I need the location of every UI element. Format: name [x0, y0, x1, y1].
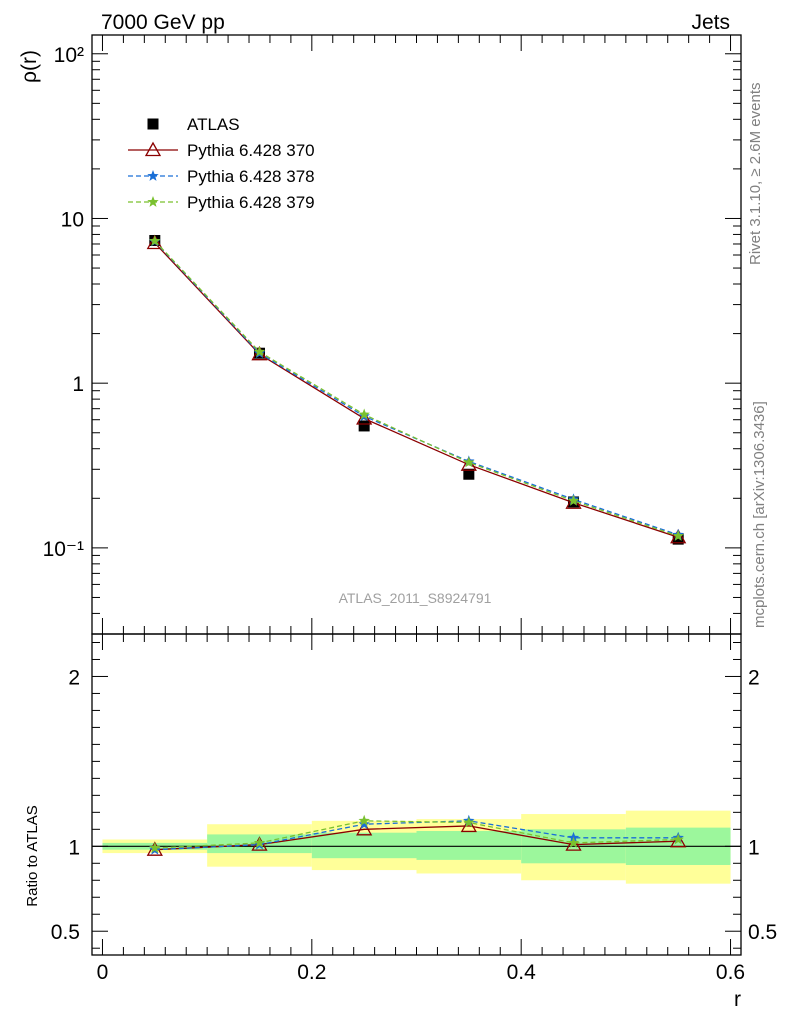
legend-label: Pythia 6.428 370 [187, 141, 315, 160]
data-point [146, 234, 163, 250]
ratio-y-tick-label: 2 [68, 666, 80, 689]
x-axis-title: r [734, 988, 741, 1011]
data-point [463, 468, 475, 480]
data-point [253, 836, 266, 848]
data-point [356, 820, 373, 836]
data-point [356, 410, 373, 425]
data-point [463, 816, 475, 828]
ratio-panel: 0.5 0.5 1 1 2 2 0 0.2 0.4 0.6 Ratio to ATLAS r [24, 633, 777, 1011]
data-point [149, 842, 161, 853]
main-plot-area [146, 234, 687, 545]
x-tick-label: 0.4 [507, 961, 537, 984]
ratio-y-tick-label-right: 0.5 [748, 921, 777, 944]
ratio-y-tick-label: 1 [68, 836, 80, 859]
energy-title: 7000 GeV pp [101, 11, 225, 34]
legend-marker [147, 118, 159, 130]
legend-label: Pythia 6.428 378 [187, 167, 315, 186]
data-point [253, 345, 266, 357]
ratio-y-tick-label-right: 1 [748, 836, 760, 859]
legend-marker [147, 170, 159, 181]
legend: ATLAS Pythia 6.428 370 Pythia 6.428 378 Pyt… [128, 115, 315, 212]
legend-marker [144, 141, 162, 157]
x-tick-label: 0.2 [297, 961, 326, 984]
data-point [672, 530, 684, 541]
ratio-y-tick-label: 0.5 [51, 921, 80, 944]
data-point [358, 420, 370, 432]
rivet-label: Rivet 3.1.10, ≥ 2.6M events [747, 83, 764, 266]
data-point [670, 832, 687, 848]
series-line [154, 820, 679, 849]
legend-label: Pythia 6.428 379 [187, 193, 315, 212]
data-point [567, 494, 580, 506]
data-point [358, 818, 370, 830]
series-line [154, 825, 679, 851]
data-point [672, 533, 684, 545]
y-tick-label: 10 [61, 208, 84, 231]
x-tick-label: 0.6 [716, 961, 745, 984]
process-title: Jets [691, 11, 730, 34]
y-tick-label: 10² [54, 44, 84, 67]
data-point [358, 408, 370, 420]
y-tick-label: 10⁻¹ [43, 538, 84, 561]
data-point [567, 836, 580, 848]
y-tick-label: 1 [72, 373, 84, 396]
series-line [154, 242, 679, 538]
series-line [154, 241, 679, 536]
ratio-plot-area [146, 814, 687, 856]
ratio-axes: 0.5 0.5 1 1 2 2 0 0.2 0.4 0.6 [51, 633, 777, 984]
main-axes: 10⁻¹ 1 10 10² [43, 34, 742, 635]
legend-label: ATLAS [187, 115, 240, 134]
data-point [672, 833, 684, 845]
data-point [565, 836, 582, 851]
inner-band-bin [416, 831, 522, 860]
data-point [358, 814, 370, 826]
data-point [149, 235, 161, 246]
ratio-y-axis-title: Ratio to ATLAS [24, 805, 41, 906]
analysis-watermark: ATLAS_2011_S8924791 [339, 590, 492, 606]
ratio-y-tick-label-right: 2 [748, 666, 760, 689]
data-point [670, 528, 687, 544]
legend-marker [147, 196, 159, 207]
mcplots-label: mcplots.cern.ch [arXiv:1306.3436] [751, 401, 768, 628]
main-y-axis-title: ρ(r) [18, 50, 41, 83]
main-panel: 10⁻¹ 1 10 10² ATLAS_2011_S8924791 ρ(r) ATLA… [18, 34, 742, 635]
data-point [463, 456, 475, 468]
x-tick-label: 0 [97, 961, 109, 984]
series-line [154, 240, 679, 537]
inner-band-bin [311, 832, 417, 859]
data-point [460, 817, 477, 833]
axes-frame [91, 633, 742, 956]
